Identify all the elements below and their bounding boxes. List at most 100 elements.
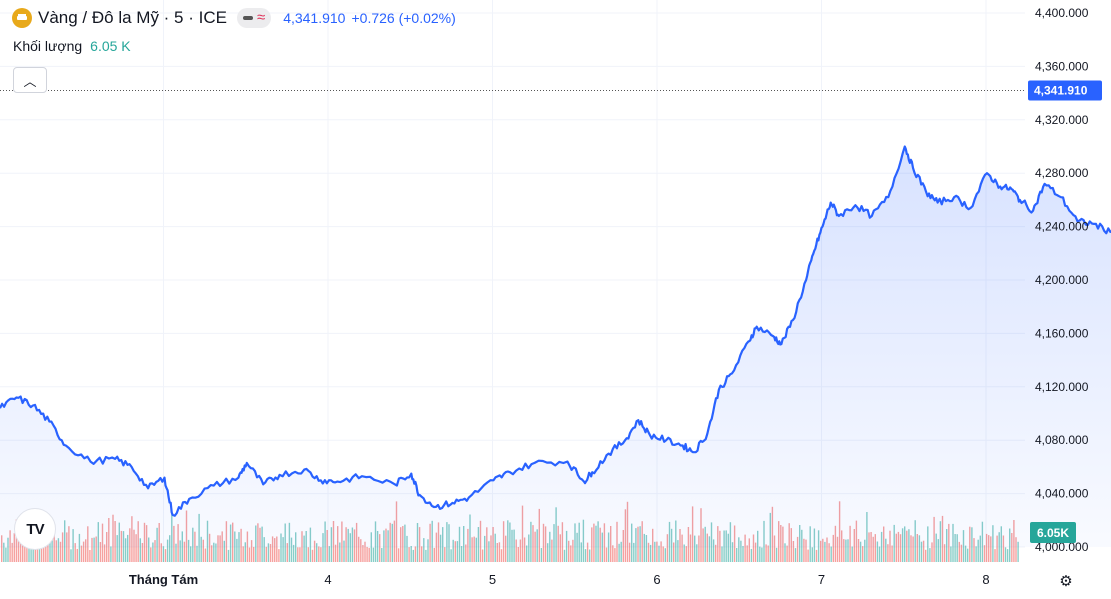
volume-bar <box>822 538 824 562</box>
volume-bar <box>70 549 72 562</box>
volume-bar <box>89 550 91 562</box>
volume-bar <box>85 539 87 562</box>
volume-bar <box>876 541 879 562</box>
volume-bar <box>267 543 270 562</box>
volume-bar <box>570 545 572 562</box>
volume-bar <box>196 545 198 562</box>
volume-bar <box>805 539 807 562</box>
volume-bar <box>475 537 477 562</box>
x-tick-label: Tháng Tám <box>129 572 198 587</box>
volume-bar <box>528 534 530 562</box>
volume-bar <box>998 532 1000 562</box>
tradingview-logo[interactable]: TV <box>14 508 56 550</box>
volume-bar <box>242 546 244 562</box>
volume-bar <box>752 534 755 562</box>
volume-bar <box>28 540 30 562</box>
gear-icon[interactable]: ⚙ <box>1059 573 1073 590</box>
volume-bar <box>460 546 463 562</box>
volume-bar <box>217 535 219 562</box>
volume-bar <box>175 543 177 562</box>
volume-bar <box>612 545 614 562</box>
volume-bar <box>276 536 278 562</box>
y-tick-label: 4,200.000 <box>1035 273 1089 287</box>
volume-bar <box>494 533 496 562</box>
volume-bar <box>931 542 933 562</box>
volume-bar <box>43 536 45 562</box>
volume-bar <box>633 542 635 562</box>
volume-bar <box>57 538 60 562</box>
volume-bar <box>148 537 150 562</box>
volume-bar <box>645 535 648 562</box>
volume-bar <box>868 532 870 562</box>
volume-bar <box>614 548 616 562</box>
volume-bar <box>887 544 889 562</box>
volume-bar <box>754 542 757 562</box>
volume-bar <box>282 537 284 562</box>
y-tick-label: 4,160.000 <box>1035 326 1089 340</box>
volume-bar <box>899 534 902 562</box>
volume-bar <box>750 548 753 562</box>
y-tick-label: 4,280.000 <box>1035 166 1089 180</box>
volume-bar <box>515 539 517 562</box>
volume-bar <box>759 546 761 562</box>
volume-bar <box>339 542 341 562</box>
volume-bar <box>61 532 64 562</box>
volume-bar <box>135 534 137 562</box>
volume-bar <box>328 546 330 562</box>
volume-bar <box>677 540 679 562</box>
volume-bar <box>916 534 918 562</box>
volume-bar <box>920 541 923 562</box>
volume-bar <box>584 549 587 562</box>
volume-bar <box>162 546 165 562</box>
volume-bar <box>773 535 776 562</box>
last-price: 4,341.910 <box>283 10 346 26</box>
volume-bar <box>1017 541 1019 562</box>
volume-bar <box>358 536 360 562</box>
volume-bar <box>299 547 301 562</box>
volume-bar <box>765 544 767 562</box>
volume-bar <box>922 540 925 562</box>
volume-bar <box>937 539 939 562</box>
volume-bar <box>223 540 225 562</box>
volume-bar <box>82 541 85 562</box>
volume-bar <box>605 547 608 562</box>
gold-coin-icon <box>12 8 32 28</box>
symbol-header[interactable]: Vàng / Đô la Mỹ · 5 · ICE ≈ 4,341.910 +0… <box>12 7 456 29</box>
volume-bar <box>427 539 429 562</box>
volume-bar <box>990 536 992 562</box>
volume-bar <box>731 542 734 562</box>
volume-legend[interactable]: Khối lượng 6.05 K <box>13 38 131 54</box>
volume-bar <box>836 536 839 562</box>
volume-bar <box>110 546 112 562</box>
volume-bar <box>274 538 276 562</box>
y-tick-label: 4,360.000 <box>1035 59 1089 73</box>
volume-bar <box>34 545 36 562</box>
collapse-legend-button[interactable]: ︿ <box>13 67 47 93</box>
volume-bar <box>59 541 62 562</box>
volume-bar <box>721 546 723 562</box>
volume-bar <box>607 532 610 562</box>
volume-bar <box>5 547 7 562</box>
y-tick-label: 4,320.000 <box>1035 113 1089 127</box>
volume-bar <box>322 533 324 562</box>
volume-bar <box>572 539 574 562</box>
chevron-up-icon: ︿ <box>23 73 37 89</box>
volume-bar <box>654 541 656 562</box>
volume-bar <box>381 548 383 562</box>
volume-bar <box>500 549 503 562</box>
symbol-title[interactable]: Vàng / Đô la Mỹ · 5 · ICE <box>38 8 227 27</box>
volume-bar <box>439 534 442 562</box>
volume-bar <box>832 534 834 562</box>
volume-bar <box>589 549 591 562</box>
volume-value: 6.05 K <box>90 38 131 54</box>
compare-toggle[interactable]: ≈ <box>236 8 272 28</box>
volume-bar <box>74 543 76 562</box>
volume-bar <box>1002 535 1005 562</box>
volume-bar <box>3 542 5 562</box>
volume-bar <box>238 532 240 562</box>
volume-bar <box>740 540 742 562</box>
volume-bar <box>843 539 845 562</box>
volume-bar <box>320 547 322 562</box>
volume-bar <box>628 542 631 562</box>
